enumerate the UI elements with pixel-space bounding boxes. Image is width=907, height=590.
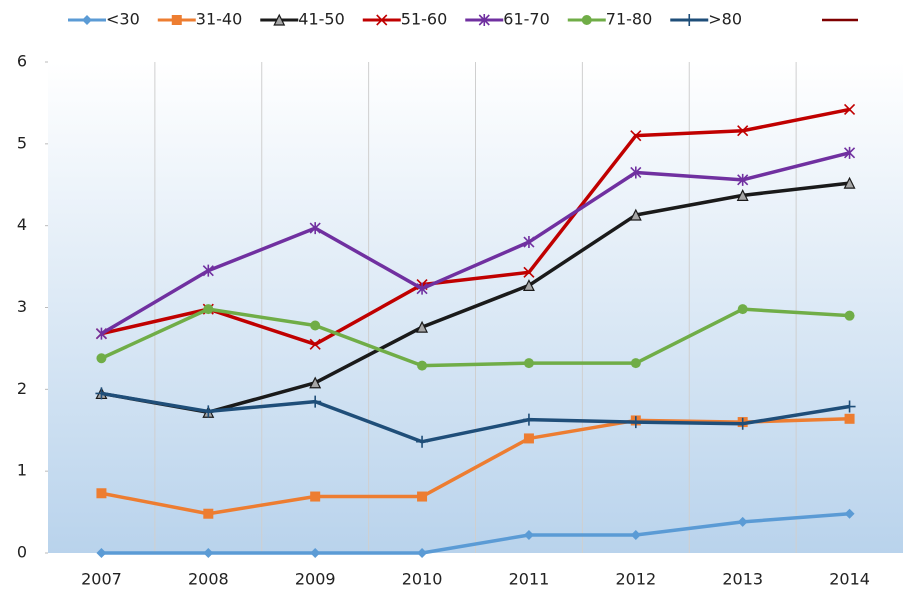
marker: [522, 413, 535, 426]
legend-label: <30: [106, 10, 140, 29]
marker: [523, 358, 534, 369]
legend-label: 71-80: [606, 10, 653, 29]
series-line: [101, 181, 850, 414]
legend-label: 61-70: [503, 10, 550, 29]
marker: [629, 416, 642, 429]
marker: [844, 508, 855, 519]
marker: [630, 529, 641, 540]
marker: [309, 376, 322, 389]
marker: [171, 15, 182, 25]
marker: [630, 130, 642, 142]
y-tick-label: 3: [17, 297, 27, 316]
marker: [417, 491, 428, 502]
marker: [416, 320, 429, 333]
marker: [310, 491, 321, 502]
y-tick-label: 4: [17, 215, 27, 234]
marker: [273, 13, 286, 26]
marker: [843, 103, 856, 116]
marker: [844, 310, 855, 321]
legend-label: 31-40: [196, 10, 243, 29]
marker: [96, 488, 107, 499]
y-tick-label: 6: [17, 52, 27, 71]
marker: [309, 395, 322, 408]
marker: [96, 353, 107, 364]
x-tick-label: 2011: [509, 570, 550, 589]
marker: [478, 14, 490, 26]
x-tick-label: 2012: [615, 570, 656, 589]
x-tick-label: 2010: [402, 570, 443, 589]
marker: [416, 282, 428, 295]
marker: [843, 400, 856, 413]
marker: [737, 125, 749, 137]
marker: [203, 548, 214, 558]
marker: [310, 320, 321, 331]
series-line: [101, 107, 850, 347]
marker: [203, 508, 214, 519]
marker: [737, 304, 748, 315]
marker: [376, 14, 388, 26]
marker: [523, 433, 534, 444]
marker: [736, 189, 749, 201]
x-tick-label: 2009: [295, 570, 336, 589]
y-tick-label: 5: [17, 133, 27, 152]
marker: [82, 15, 92, 25]
marker: [523, 236, 535, 249]
series-line: [101, 511, 850, 555]
legend-label: >80: [708, 10, 742, 29]
marker: [522, 279, 535, 292]
marker: [843, 146, 856, 159]
y-tick-label: 1: [17, 461, 27, 480]
marker: [630, 166, 642, 179]
marker: [844, 413, 855, 424]
marker: [581, 15, 592, 25]
legend-label: 41-50: [298, 10, 345, 29]
marker: [95, 327, 108, 340]
marker: [523, 266, 535, 278]
marker: [843, 176, 856, 189]
marker: [737, 516, 748, 527]
marker: [683, 14, 696, 26]
y-tick-label: 2: [17, 379, 27, 398]
series-line: [101, 391, 850, 444]
marker: [630, 358, 641, 369]
x-tick-label: 2007: [81, 570, 122, 589]
marker: [309, 338, 321, 350]
marker: [95, 387, 108, 400]
marker: [310, 548, 321, 558]
marker: [417, 548, 428, 558]
marker: [202, 264, 214, 277]
y-tick-label: 0: [17, 543, 27, 562]
x-tick-label: 2008: [188, 570, 229, 589]
marker: [309, 222, 321, 235]
marker: [629, 208, 642, 221]
x-tick-label: 2013: [722, 570, 763, 589]
legend-label: 51-60: [401, 10, 448, 29]
series-line: [100, 307, 850, 368]
marker: [417, 360, 428, 371]
marker: [416, 435, 429, 448]
x-tick-label: 2014: [829, 570, 870, 589]
series-line: [100, 151, 850, 336]
marker: [203, 304, 214, 315]
marker: [96, 548, 107, 558]
marker: [202, 405, 215, 418]
marker: [523, 529, 534, 540]
marker: [736, 417, 749, 430]
marker: [737, 173, 749, 186]
